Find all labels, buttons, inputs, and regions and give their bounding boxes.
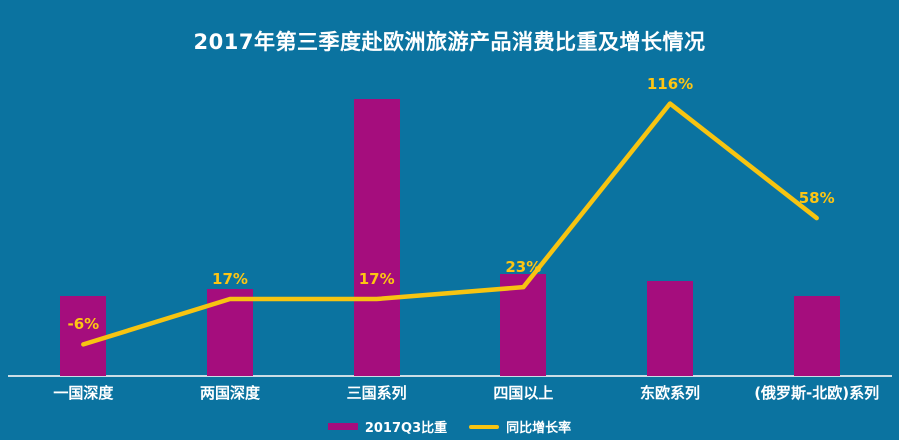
category-label-3: 三国系列 (346, 384, 407, 402)
legend: 2017Q3比重 同比增长率 (0, 417, 899, 436)
line-data-label-2: 17% (212, 270, 248, 288)
bar-series-legend-label: 2017Q3比重 (364, 421, 448, 436)
legend-item-line-series: 同比增长率 (469, 417, 571, 436)
line-series-legend-label: 同比增长率 (506, 421, 572, 436)
line-data-label-5: 116% (646, 74, 694, 93)
bar-6 (793, 295, 840, 376)
category-label-4: 四国以上 (493, 384, 554, 402)
bar-2 (207, 288, 253, 376)
bar-4 (500, 274, 547, 376)
line-series-swatch-icon (469, 424, 500, 429)
category-label-1: 一国深度 (53, 384, 114, 402)
growth-line (81, 101, 819, 347)
legend-item-bar-series: 2017Q3比重 (327, 417, 448, 436)
chart-title: 2017年第三季度赴欧洲旅游产品消费比重及增长情况 (193, 30, 706, 54)
line-data-label-3: 17% (358, 270, 395, 288)
bar-3 (353, 99, 400, 376)
line-data-label-1: -6% (67, 315, 100, 334)
category-label-2: 两国深度 (199, 384, 261, 402)
line-data-label-4: 23% (505, 258, 542, 277)
bar-series-swatch-icon (327, 423, 358, 430)
category-label-5: 东欧系列 (639, 384, 701, 402)
line-data-label-6: 58% (798, 189, 835, 208)
category-label-6: (俄罗斯-北欧)系列 (754, 384, 880, 402)
bar-1 (60, 295, 107, 376)
x-axis-line (8, 375, 892, 377)
bar-5 (647, 281, 693, 376)
